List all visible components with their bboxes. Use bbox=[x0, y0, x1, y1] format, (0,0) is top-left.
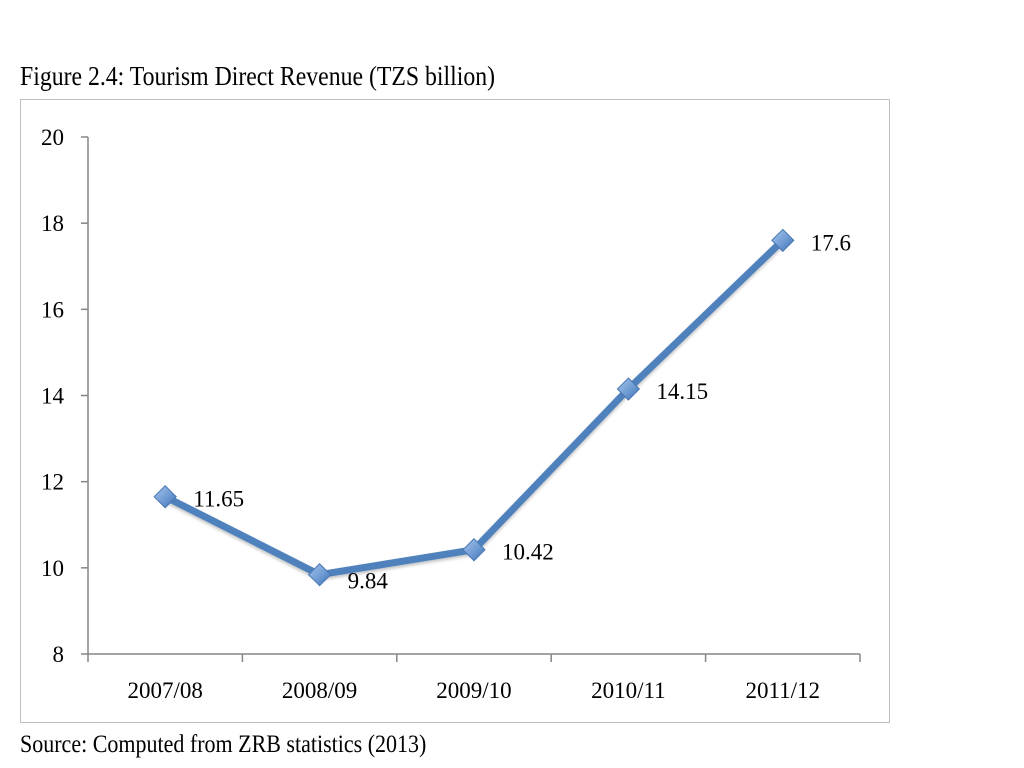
y-tick-label: 16 bbox=[41, 297, 64, 322]
figure-title: Figure 2.4: Tourism Direct Revenue (TZS … bbox=[20, 61, 496, 91]
x-tick-label: 2011/12 bbox=[746, 678, 821, 703]
data-label: 9.84 bbox=[348, 569, 389, 594]
y-tick-label: 18 bbox=[41, 211, 64, 236]
data-point-marker bbox=[153, 485, 177, 509]
series-layer bbox=[153, 228, 795, 587]
data-point-marker bbox=[616, 377, 641, 401]
axes: 8 10 12 14 16 18 20 2007/08 2008/09 2009/10 2010/1… bbox=[41, 125, 861, 703]
x-tick-label: 2010/11 bbox=[591, 678, 666, 703]
source-note: Source: Computed from ZRB statistics (20… bbox=[20, 731, 427, 758]
data-label: 17.6 bbox=[811, 230, 851, 255]
chart-frame bbox=[20, 99, 890, 723]
y-tick-label: 8 bbox=[53, 642, 65, 667]
y-tick-label: 12 bbox=[41, 470, 64, 495]
data-point-marker bbox=[771, 228, 795, 253]
data-label: 10.42 bbox=[502, 540, 554, 565]
data-label: 11.65 bbox=[193, 487, 244, 512]
data-point-marker bbox=[462, 538, 486, 562]
x-tick-label: 2008/09 bbox=[282, 678, 357, 703]
x-tick-label: 2007/08 bbox=[128, 678, 203, 703]
x-tick-label: 2009/10 bbox=[436, 678, 511, 703]
y-tick-label: 14 bbox=[41, 384, 65, 409]
data-labels: 11.65 9.84 10.42 14.15 17.6 bbox=[193, 230, 851, 593]
data-label: 14.15 bbox=[656, 379, 708, 404]
data-point-marker bbox=[307, 563, 332, 587]
y-tick-label: 20 bbox=[41, 125, 64, 150]
y-tick-label: 10 bbox=[41, 556, 64, 581]
series-line bbox=[161, 236, 787, 579]
